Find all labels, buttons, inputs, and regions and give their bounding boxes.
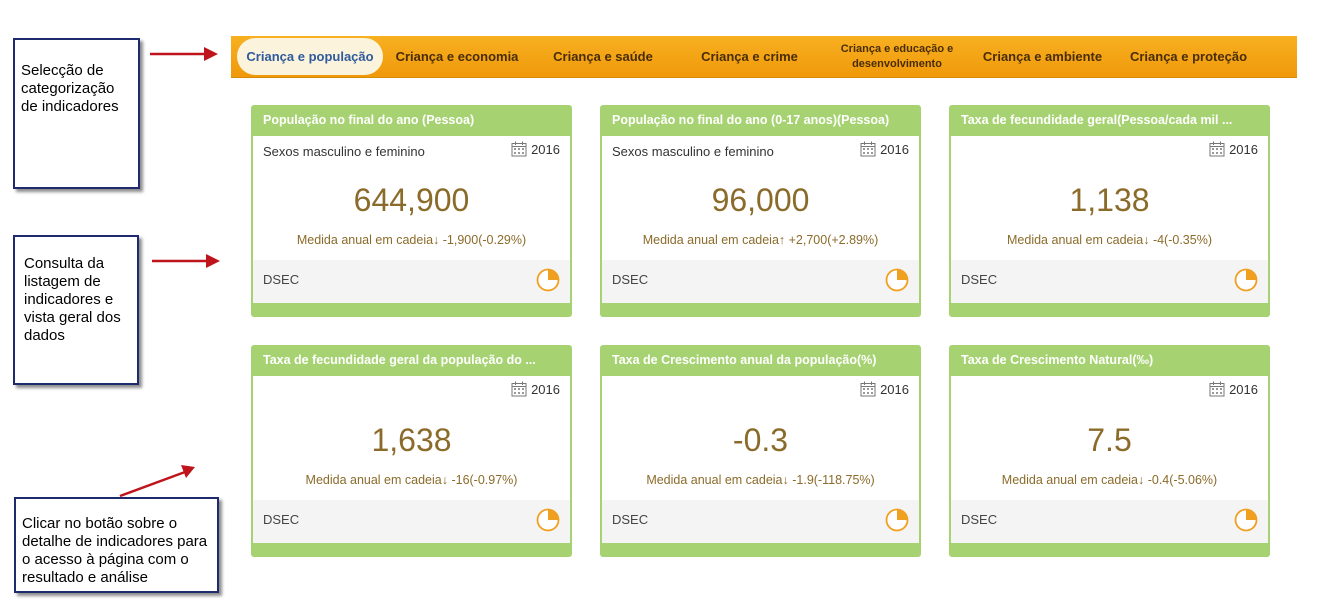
- card-title[interactable]: Taxa de Crescimento anual da população(%…: [612, 353, 877, 367]
- indicator-card[interactable]: Taxa de Crescimento Natural(‰) 2016 7.5 …: [949, 345, 1270, 557]
- card-body: 2016 7.5 Medida anual em cadeia↓ -0.4(-5…: [951, 376, 1268, 500]
- data-source: DSEC: [263, 272, 300, 287]
- pie-chart-icon[interactable]: [536, 268, 560, 292]
- pie-chart-icon[interactable]: [1234, 268, 1258, 292]
- annotation-listing: Consulta da listagem de indicadores e vi…: [13, 235, 139, 385]
- card-year: 2016: [511, 381, 560, 397]
- arrow-to-chart-button-icon: [119, 465, 195, 498]
- annual-change: Medida anual em cadeia↓ -1,900(-0.29%): [296, 233, 527, 247]
- annotation-selection: Selecção de categorização de indicadores: [13, 38, 140, 189]
- arrow-to-nav-icon: [150, 47, 218, 61]
- card-footer: DSEC: [602, 260, 919, 303]
- data-source: DSEC: [961, 272, 998, 287]
- pie-chart-icon[interactable]: [1234, 508, 1258, 532]
- tab-crianca-educacao[interactable]: Criança e educação e desenvolvimento: [840, 42, 954, 70]
- calendar-icon: [860, 381, 876, 397]
- card-body: 2016 1,138 Medida anual em cadeia↓ -4(-0…: [951, 136, 1268, 260]
- pie-chart-icon[interactable]: [536, 508, 560, 532]
- year-label: 2016: [1229, 381, 1258, 397]
- tab-crianca-crime[interactable]: Criança e crime: [701, 49, 798, 64]
- card-subtitle: Sexos masculino e feminino: [612, 144, 774, 159]
- indicator-value: 96,000: [711, 182, 810, 218]
- card-body: Sexos masculino e feminino 2016 644,900 …: [253, 136, 570, 260]
- arrow-to-cards-icon: [152, 254, 220, 268]
- card-year: 2016: [1209, 381, 1258, 397]
- card-title[interactable]: População no final do ano (0-17 anos)(Pe…: [612, 113, 890, 127]
- annotation-click: Clicar no botão sobre o detalhe de indic…: [14, 497, 219, 593]
- tab-crianca-protecao[interactable]: Criança e proteção: [1129, 49, 1248, 64]
- annual-change: Medida anual em cadeia↑ +2,700(+2.89%): [642, 233, 879, 247]
- annual-change: Medida anual em cadeia↓ -1.9(-118.75%): [646, 473, 875, 487]
- card-footer: DSEC: [253, 260, 570, 303]
- card-title[interactable]: Taxa de Crescimento Natural(‰): [961, 353, 1154, 367]
- calendar-icon: [1209, 381, 1225, 397]
- card-year: 2016: [860, 141, 909, 157]
- calendar-icon: [511, 381, 527, 397]
- pie-chart-icon[interactable]: [885, 508, 909, 532]
- data-source: DSEC: [961, 512, 998, 527]
- card-year: 2016: [860, 381, 909, 397]
- indicator-value: 1,638: [371, 422, 452, 458]
- card-body: Sexos masculino e feminino 2016 96,000 M…: [602, 136, 919, 260]
- card-title[interactable]: Taxa de fecundidade geral(Pessoa/cada mi…: [961, 113, 1233, 127]
- category-navbar: Criança e população Criança e economia C…: [231, 36, 1297, 78]
- data-source: DSEC: [612, 272, 649, 287]
- year-label: 2016: [880, 381, 909, 397]
- indicator-card[interactable]: Taxa de fecundidade geral da população d…: [251, 345, 572, 557]
- tab-crianca-economia[interactable]: Criança e economia: [395, 49, 519, 64]
- year-label: 2016: [880, 141, 909, 157]
- card-body: 2016 1,638 Medida anual em cadeia↓ -16(-…: [253, 376, 570, 500]
- pie-chart-icon[interactable]: [885, 268, 909, 292]
- card-footer: DSEC: [951, 260, 1268, 303]
- card-footer: DSEC: [602, 500, 919, 543]
- card-year: 2016: [1209, 141, 1258, 157]
- tab-crianca-ambiente[interactable]: Criança e ambiente: [982, 49, 1103, 64]
- indicator-card[interactable]: População no final do ano (0-17 anos)(Pe…: [600, 105, 921, 317]
- year-label: 2016: [531, 381, 560, 397]
- indicator-card[interactable]: Taxa de fecundidade geral(Pessoa/cada mi…: [949, 105, 1270, 317]
- data-source: DSEC: [263, 512, 300, 527]
- data-source: DSEC: [612, 512, 649, 527]
- year-label: 2016: [531, 141, 560, 157]
- calendar-icon: [860, 141, 876, 157]
- indicator-card[interactable]: Taxa de Crescimento anual da população(%…: [600, 345, 921, 557]
- card-year: 2016: [511, 141, 560, 157]
- indicator-value: 1,138: [1069, 182, 1150, 218]
- card-title[interactable]: População no final do ano (Pessoa): [263, 113, 475, 127]
- card-body: 2016 -0.3 Medida anual em cadeia↓ -1.9(-…: [602, 376, 919, 500]
- annual-change: Medida anual em cadeia↓ -0.4(-5.06%): [1001, 473, 1218, 487]
- indicator-card[interactable]: População no final do ano (Pessoa) Sexos…: [251, 105, 572, 317]
- card-title[interactable]: Taxa de fecundidade geral da população d…: [263, 353, 536, 367]
- calendar-icon: [511, 141, 527, 157]
- card-footer: DSEC: [253, 500, 570, 543]
- indicator-value: 644,900: [353, 182, 470, 218]
- annual-change: Medida anual em cadeia↓ -16(-0.97%): [305, 473, 518, 487]
- indicator-value: 7.5: [1087, 422, 1132, 458]
- card-subtitle: Sexos masculino e feminino: [263, 144, 425, 159]
- annual-change: Medida anual em cadeia↓ -4(-0.35%): [1007, 233, 1212, 247]
- card-footer: DSEC: [951, 500, 1268, 543]
- tab-crianca-saude[interactable]: Criança e saúde: [553, 49, 653, 64]
- calendar-icon: [1209, 141, 1225, 157]
- year-label: 2016: [1229, 141, 1258, 157]
- tab-crianca-populacao[interactable]: Criança e população: [237, 38, 383, 75]
- indicator-value: -0.3: [732, 422, 789, 458]
